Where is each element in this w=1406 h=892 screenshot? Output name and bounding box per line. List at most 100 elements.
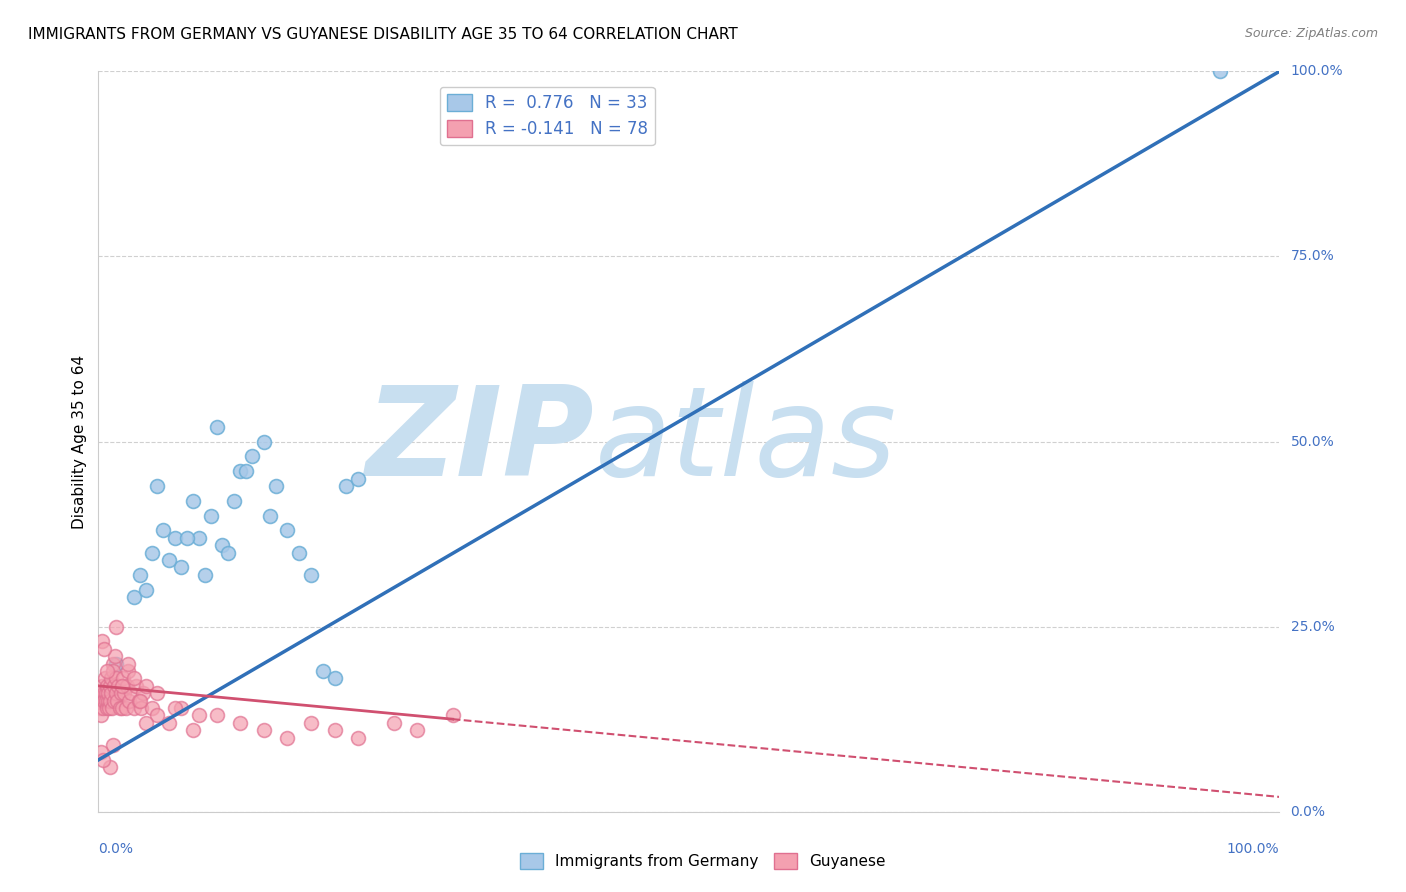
Point [240, 450, 263, 464]
Point [89, 694, 111, 708]
Point [122, 701, 145, 715]
Point [229, 715, 252, 730]
Point [276, 524, 298, 538]
Point [101, 738, 124, 752]
Point [276, 731, 298, 745]
Point [98, 760, 121, 774]
Point [100, 672, 122, 686]
Point [104, 649, 127, 664]
Point [100, 686, 122, 700]
Point [235, 464, 257, 478]
Point [157, 715, 180, 730]
Point [128, 694, 150, 708]
Point [104, 672, 127, 686]
Text: ZIP: ZIP [366, 381, 595, 502]
Point [115, 679, 138, 693]
Point [114, 701, 136, 715]
Point [96, 664, 118, 678]
Point [288, 546, 311, 560]
Point [323, 723, 346, 738]
Point [103, 679, 125, 693]
Text: Source: ZipAtlas.com: Source: ZipAtlas.com [1244, 27, 1378, 40]
Point [128, 567, 150, 582]
Point [98, 679, 121, 693]
Point [187, 708, 209, 723]
Point [105, 619, 128, 633]
Point [91, 701, 114, 715]
Point [91, 753, 114, 767]
Legend: Immigrants from Germany, Guyanese: Immigrants from Germany, Guyanese [515, 847, 891, 875]
Point [176, 531, 198, 545]
Point [91, 694, 114, 708]
Point [312, 664, 335, 678]
Point [97, 686, 120, 700]
Point [205, 419, 228, 434]
Point [90, 708, 112, 723]
Point [90, 686, 112, 700]
Text: IMMIGRANTS FROM GERMANY VS GUYANESE DISABILITY AGE 35 TO 64 CORRELATION CHART: IMMIGRANTS FROM GERMANY VS GUYANESE DISA… [28, 27, 738, 42]
Point [117, 657, 139, 671]
Point [91, 634, 114, 648]
Point [1209, 64, 1232, 78]
Point [118, 694, 141, 708]
Point [335, 479, 357, 493]
Point [200, 508, 222, 523]
Point [299, 715, 322, 730]
Point [146, 708, 169, 723]
Point [105, 694, 128, 708]
Point [129, 701, 152, 715]
Point [94, 694, 117, 708]
Point [107, 679, 129, 693]
Point [89, 701, 111, 715]
Point [121, 686, 143, 700]
Point [93, 686, 115, 700]
Point [94, 672, 117, 686]
Y-axis label: Disability Age 35 to 64: Disability Age 35 to 64 [72, 354, 87, 529]
Point [98, 701, 121, 715]
Point [117, 664, 139, 678]
Point [91, 679, 114, 693]
Text: 25.0%: 25.0% [1291, 620, 1334, 633]
Point [132, 686, 155, 700]
Text: 0.0%: 0.0% [98, 842, 134, 856]
Point [90, 746, 112, 760]
Point [181, 723, 204, 738]
Legend: R =  0.776   N = 33, R = -0.141   N = 78: R = 0.776 N = 33, R = -0.141 N = 78 [440, 87, 655, 145]
Point [259, 508, 281, 523]
Point [157, 553, 180, 567]
Point [125, 679, 148, 693]
Point [94, 686, 117, 700]
Point [165, 701, 187, 715]
Point [217, 546, 239, 560]
Point [229, 464, 252, 478]
Point [98, 694, 121, 708]
Point [122, 590, 145, 604]
Point [146, 686, 169, 700]
Point [224, 493, 246, 508]
Point [181, 493, 204, 508]
Point [253, 434, 276, 449]
Text: 75.0%: 75.0% [1291, 250, 1334, 263]
Text: 100.0%: 100.0% [1227, 842, 1279, 856]
Text: atlas: atlas [595, 381, 897, 502]
Point [170, 560, 193, 574]
Point [141, 546, 163, 560]
Point [205, 708, 228, 723]
Point [135, 715, 157, 730]
Point [96, 679, 118, 693]
Point [105, 686, 128, 700]
Point [146, 479, 169, 493]
Point [347, 731, 370, 745]
Point [382, 715, 405, 730]
Point [112, 686, 135, 700]
Point [165, 531, 187, 545]
Point [135, 679, 157, 693]
Point [97, 694, 120, 708]
Point [187, 531, 209, 545]
Text: 100.0%: 100.0% [1291, 64, 1343, 78]
Point [105, 657, 128, 671]
Point [103, 694, 125, 708]
Point [128, 694, 150, 708]
Point [323, 672, 346, 686]
Point [264, 479, 287, 493]
